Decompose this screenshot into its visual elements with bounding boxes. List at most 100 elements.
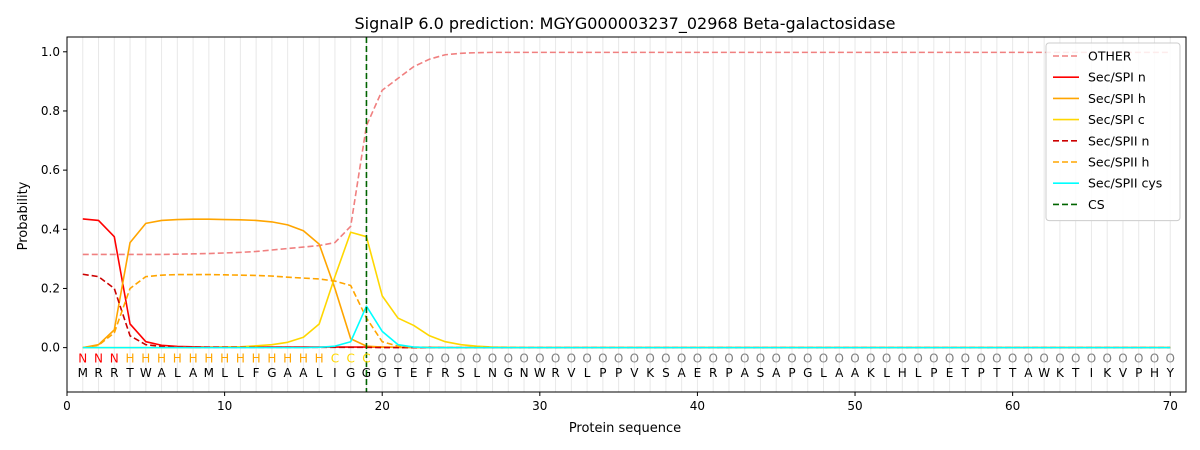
y-axis-label: Probability bbox=[16, 181, 31, 250]
residue-label: A bbox=[299, 366, 308, 380]
residue-label: K bbox=[1056, 366, 1065, 380]
residue-label: E bbox=[694, 366, 702, 380]
region-label: O bbox=[567, 351, 576, 365]
region-label: O bbox=[866, 351, 875, 365]
region-label: O bbox=[1118, 351, 1127, 365]
region-label: H bbox=[141, 351, 150, 365]
residue-label: A bbox=[851, 366, 860, 380]
series-line-sec-spii-n bbox=[82, 273, 1171, 349]
region-label: O bbox=[582, 351, 591, 365]
residue-label: A bbox=[1024, 366, 1033, 380]
y-tick-label: 0.8 bbox=[41, 104, 60, 118]
region-label: H bbox=[283, 351, 292, 365]
residue-label: F bbox=[426, 366, 433, 380]
residue-label: P bbox=[615, 366, 622, 380]
residue-label: T bbox=[1071, 366, 1080, 380]
region-label: O bbox=[708, 351, 717, 365]
x-tick-label: 60 bbox=[1005, 399, 1020, 413]
residue-label: G bbox=[267, 366, 276, 380]
residue-label: E bbox=[410, 366, 418, 380]
residue-label: I bbox=[1090, 366, 1094, 380]
region-label: O bbox=[693, 351, 702, 365]
region-label: O bbox=[535, 351, 544, 365]
residue-label: K bbox=[1103, 366, 1112, 380]
residue-label: R bbox=[551, 366, 559, 380]
residue-label: S bbox=[457, 366, 465, 380]
region-label: N bbox=[94, 351, 103, 365]
region-label: O bbox=[787, 351, 796, 365]
region-label: O bbox=[945, 351, 954, 365]
residue-label: V bbox=[630, 366, 639, 380]
residue-label: S bbox=[757, 366, 765, 380]
region-label: O bbox=[976, 351, 985, 365]
legend: OTHER Sec/SPI n Sec/SPI h Sec/SPI c Sec/SPII… bbox=[1045, 42, 1181, 222]
residue-label: L bbox=[584, 366, 591, 380]
residue-label: N bbox=[520, 366, 529, 380]
legend-label: CS bbox=[1088, 197, 1105, 212]
residue-label: V bbox=[1119, 366, 1128, 380]
residue-label: P bbox=[599, 366, 606, 380]
legend-label: Sec/SPI c bbox=[1088, 112, 1145, 127]
residue-label: I bbox=[333, 366, 337, 380]
residue-label: H bbox=[1150, 366, 1159, 380]
x-tick-label: 20 bbox=[375, 399, 390, 413]
residue-label: W bbox=[534, 366, 546, 380]
region-label: O bbox=[1071, 351, 1080, 365]
residue-label: Y bbox=[1166, 366, 1175, 380]
x-tick-label: 10 bbox=[217, 399, 232, 413]
region-label: H bbox=[236, 351, 245, 365]
region-label: O bbox=[504, 351, 513, 365]
residue-label: W bbox=[140, 366, 152, 380]
region-label: O bbox=[677, 351, 686, 365]
region-label: C bbox=[346, 351, 354, 365]
region-label: O bbox=[645, 351, 654, 365]
residue-label: R bbox=[94, 366, 102, 380]
residue-label: M bbox=[78, 366, 88, 380]
region-label: O bbox=[630, 351, 639, 365]
residue-label: P bbox=[1135, 366, 1142, 380]
legend-label: Sec/SPII cys bbox=[1088, 176, 1162, 191]
residue-label: L bbox=[915, 366, 922, 380]
residue-label: A bbox=[157, 366, 166, 380]
region-label: O bbox=[1087, 351, 1096, 365]
residue-label: N bbox=[488, 366, 497, 380]
residue-label: L bbox=[820, 366, 827, 380]
legend-label: OTHER bbox=[1088, 49, 1132, 64]
residue-label: R bbox=[110, 366, 118, 380]
residue-label: V bbox=[567, 366, 576, 380]
y-tick-label: 0.2 bbox=[41, 281, 60, 295]
region-label: O bbox=[992, 351, 1001, 365]
region-label: H bbox=[267, 351, 276, 365]
residue-label: G bbox=[504, 366, 513, 380]
series-line-other bbox=[82, 51, 1171, 256]
series-line-sec-spi-h bbox=[82, 218, 1171, 349]
region-label: H bbox=[173, 351, 182, 365]
region-label: H bbox=[157, 351, 166, 365]
region-label: C bbox=[331, 351, 339, 365]
region-label: H bbox=[220, 351, 229, 365]
residue-label: T bbox=[125, 366, 134, 380]
residue-label: T bbox=[393, 366, 402, 380]
region-label: O bbox=[441, 351, 450, 365]
region-label: O bbox=[740, 351, 749, 365]
y-tick-label: 1.0 bbox=[41, 45, 60, 59]
region-label: O bbox=[898, 351, 907, 365]
region-label: H bbox=[126, 351, 135, 365]
residue-label: R bbox=[441, 366, 449, 380]
series-line-sec-spi-n bbox=[82, 218, 1171, 349]
region-label: O bbox=[1039, 351, 1048, 365]
residue-label: W bbox=[1038, 366, 1050, 380]
region-label: O bbox=[409, 351, 418, 365]
residue-label: L bbox=[316, 366, 323, 380]
region-label: O bbox=[961, 351, 970, 365]
x-tick-label: 70 bbox=[1163, 399, 1178, 413]
region-label: O bbox=[1134, 351, 1143, 365]
region-label: O bbox=[882, 351, 891, 365]
legend-box bbox=[1045, 42, 1181, 222]
residue-label: A bbox=[772, 366, 781, 380]
residue-label: T bbox=[961, 366, 970, 380]
residue-label: R bbox=[709, 366, 717, 380]
region-label: O bbox=[835, 351, 844, 365]
x-tick-label: 40 bbox=[690, 399, 705, 413]
